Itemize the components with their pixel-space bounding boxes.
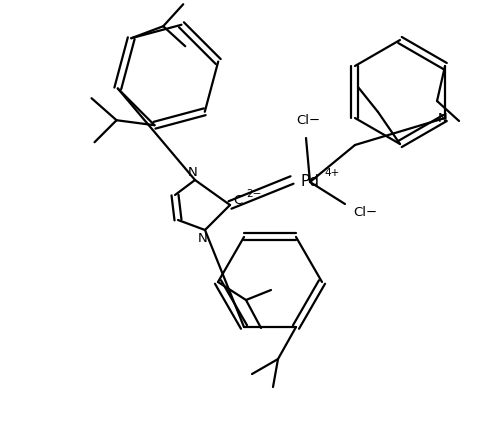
Text: N: N	[198, 231, 208, 245]
Text: C: C	[233, 194, 242, 208]
Text: Cl−: Cl−	[353, 206, 377, 218]
Text: N: N	[188, 166, 198, 178]
Text: N: N	[438, 111, 448, 125]
Text: 4+: 4+	[324, 168, 340, 178]
Text: Cl−: Cl−	[296, 114, 320, 126]
Text: 2−: 2−	[246, 189, 262, 199]
Text: Pd: Pd	[300, 175, 320, 190]
